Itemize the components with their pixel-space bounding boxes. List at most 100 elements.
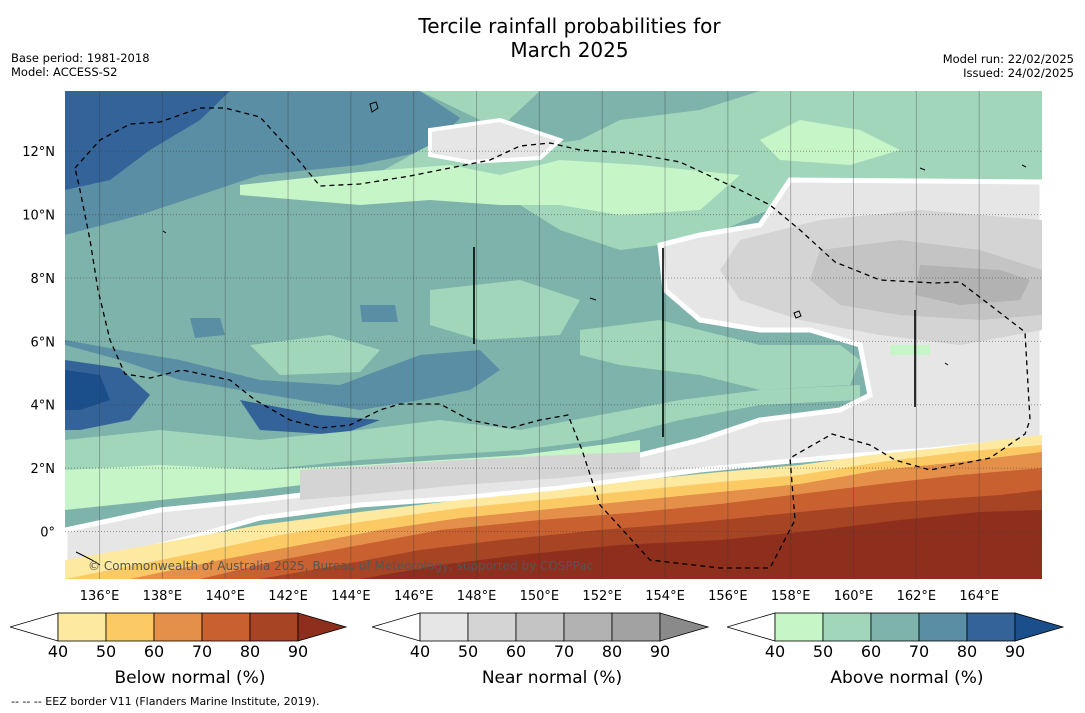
colorbar-above-title: Above normal (%) bbox=[830, 668, 984, 688]
base-period: Base period: 1981-2018 bbox=[11, 51, 150, 65]
field-near-50-south bbox=[300, 452, 640, 500]
eez-footnote: -- -- -- EEZ border V11 (Flanders Marine… bbox=[11, 695, 320, 708]
colorbar-tick-label: 90 bbox=[287, 642, 309, 661]
field-below-90 bbox=[360, 510, 1042, 579]
colorbar-swatch bbox=[774, 612, 824, 642]
colorbar-swatch bbox=[419, 612, 469, 642]
longitude-label: 142°E bbox=[268, 589, 308, 604]
title-line-1: Tercile rainfall probabilities for bbox=[418, 14, 721, 38]
colorbar-max-arrow bbox=[1014, 612, 1065, 642]
longitude-label: 154°E bbox=[645, 589, 685, 604]
longitude-label: 148°E bbox=[457, 589, 497, 604]
longitude-label: 136°E bbox=[80, 589, 120, 604]
field-above-60-central bbox=[430, 280, 580, 340]
colorbar-swatch bbox=[153, 612, 203, 642]
colorbar-tick-label: 70 bbox=[908, 642, 930, 661]
colorbar-above: 40 50 60 70 80 90 Above normal (%) bbox=[727, 610, 1085, 710]
field-above-50-ne bbox=[760, 120, 900, 165]
colorbar-max-arrow bbox=[659, 612, 710, 642]
field-above-60-south bbox=[65, 385, 860, 480]
colorbar-tick-label: 90 bbox=[1004, 642, 1026, 661]
colorbar-below-swatches bbox=[10, 612, 348, 642]
colorbar-near: 40 50 60 70 80 90 Near normal (%) bbox=[372, 610, 732, 710]
longitude-labels: 136°E 138°E 140°E 142°E 144°E 146°E 148°E 150°E… bbox=[80, 589, 999, 604]
colorbar-near-ticks: 40 50 60 70 80 90 bbox=[372, 642, 732, 664]
colorbar-tick-label: 40 bbox=[764, 642, 786, 661]
colorbar-swatch bbox=[870, 612, 920, 642]
longitude-label: 160°E bbox=[834, 589, 874, 604]
longitude-label: 162°E bbox=[897, 589, 937, 604]
colorbar-tick-label: 70 bbox=[191, 642, 213, 661]
colorbar-tick-label: 50 bbox=[457, 642, 479, 661]
base-info: Base period: 1981-2018 Model: ACCESS-S2 bbox=[11, 51, 150, 79]
colorbar-swatch bbox=[822, 612, 872, 642]
colorbar-tick-label: 70 bbox=[553, 642, 575, 661]
field-above-90-south bbox=[240, 400, 380, 435]
latitude-label: 6°N bbox=[31, 335, 56, 350]
field-above-60-west bbox=[250, 335, 380, 375]
colorbar-tick-label: 80 bbox=[956, 642, 978, 661]
chart-title: Tercile rainfall probabilities for March… bbox=[0, 14, 1085, 62]
field-above-90-nw bbox=[65, 91, 230, 190]
colorbar-near-swatches bbox=[372, 612, 710, 642]
latitude-label: 0° bbox=[40, 525, 55, 540]
map-fields bbox=[65, 91, 1042, 579]
longitude-label: 146°E bbox=[394, 589, 434, 604]
colorbar-tick-label: 40 bbox=[409, 642, 431, 661]
colorbar-tick-label: 50 bbox=[812, 642, 834, 661]
latitude-label: 12°N bbox=[22, 145, 55, 160]
colorbar-below-ticks: 40 50 60 70 80 90 bbox=[10, 642, 370, 664]
coastlines bbox=[75, 101, 1027, 566]
colorbar-tick-label: 80 bbox=[601, 642, 623, 661]
longitude-label: 150°E bbox=[520, 589, 560, 604]
field-near-70 bbox=[915, 265, 1030, 305]
colorbar-above-swatches bbox=[727, 612, 1065, 642]
colorbar-swatch bbox=[966, 612, 1016, 642]
run-info: Model run: 22/02/2025 Issued: 24/02/2025 bbox=[943, 52, 1074, 80]
copyright-text: © Commonwealth of Australia 2025, Bureau… bbox=[88, 559, 593, 573]
colorbar-swatch bbox=[467, 612, 517, 642]
colorbar-min-arrow bbox=[10, 612, 59, 642]
longitude-label: 138°E bbox=[143, 589, 183, 604]
colorbar-min-arrow bbox=[372, 612, 421, 642]
colorbar-swatch bbox=[105, 612, 155, 642]
field-patch-2 bbox=[360, 305, 398, 322]
colorbar-tick-label: 60 bbox=[143, 642, 165, 661]
issued-date: Issued: 24/02/2025 bbox=[963, 66, 1074, 80]
colorbar-swatch bbox=[563, 612, 613, 642]
latitude-label: 10°N bbox=[22, 209, 55, 224]
field-above-80-central bbox=[65, 340, 500, 410]
colorbar-swatch bbox=[249, 612, 299, 642]
colorbar-tick-label: 60 bbox=[860, 642, 882, 661]
colorbar-swatch bbox=[611, 612, 661, 642]
latitude-labels: 12°N 10°N 8°N 6°N 4°N 2°N 0° bbox=[22, 145, 55, 540]
field-above-100-west bbox=[65, 370, 110, 410]
model-run: Model run: 22/02/2025 bbox=[942, 52, 1074, 66]
colorbar-tick-label: 90 bbox=[649, 642, 671, 661]
eez-borders bbox=[74, 107, 1031, 569]
colorbar-near-title: Near normal (%) bbox=[481, 668, 623, 688]
colorbar-tick-label: 50 bbox=[95, 642, 117, 661]
colorbar-tick-label: 80 bbox=[239, 642, 261, 661]
title-line-2: March 2025 bbox=[510, 38, 629, 62]
model-name: Model: ACCESS-S2 bbox=[11, 65, 118, 79]
latitude-label: 2°N bbox=[31, 462, 56, 477]
longitude-label: 158°E bbox=[771, 589, 811, 604]
colorbar-below-title: Below normal (%) bbox=[114, 668, 266, 688]
latitude-label: 4°N bbox=[31, 399, 56, 414]
longitude-label: 144°E bbox=[331, 589, 371, 604]
colorbar-tick-label: 40 bbox=[47, 642, 69, 661]
field-above-50-small bbox=[890, 345, 930, 355]
field-above-70-north bbox=[500, 91, 760, 145]
longitude-label: 152°E bbox=[582, 589, 622, 604]
colorbar-above-ticks: 40 50 60 70 80 90 bbox=[727, 642, 1085, 664]
colorbar-swatch bbox=[201, 612, 251, 642]
field-above-50-band bbox=[240, 160, 740, 215]
colorbar-swatch bbox=[918, 612, 968, 642]
colorbar-min-arrow bbox=[727, 612, 776, 642]
probability-map: © Commonwealth of Australia 2025, Bureau… bbox=[22, 91, 1042, 604]
field-patch-1 bbox=[190, 318, 225, 338]
meridian-markers bbox=[473, 247, 916, 437]
colorbar-tick-label: 60 bbox=[505, 642, 527, 661]
colorbar-below: 40 50 60 70 80 90 Below normal (%) bbox=[10, 610, 370, 710]
